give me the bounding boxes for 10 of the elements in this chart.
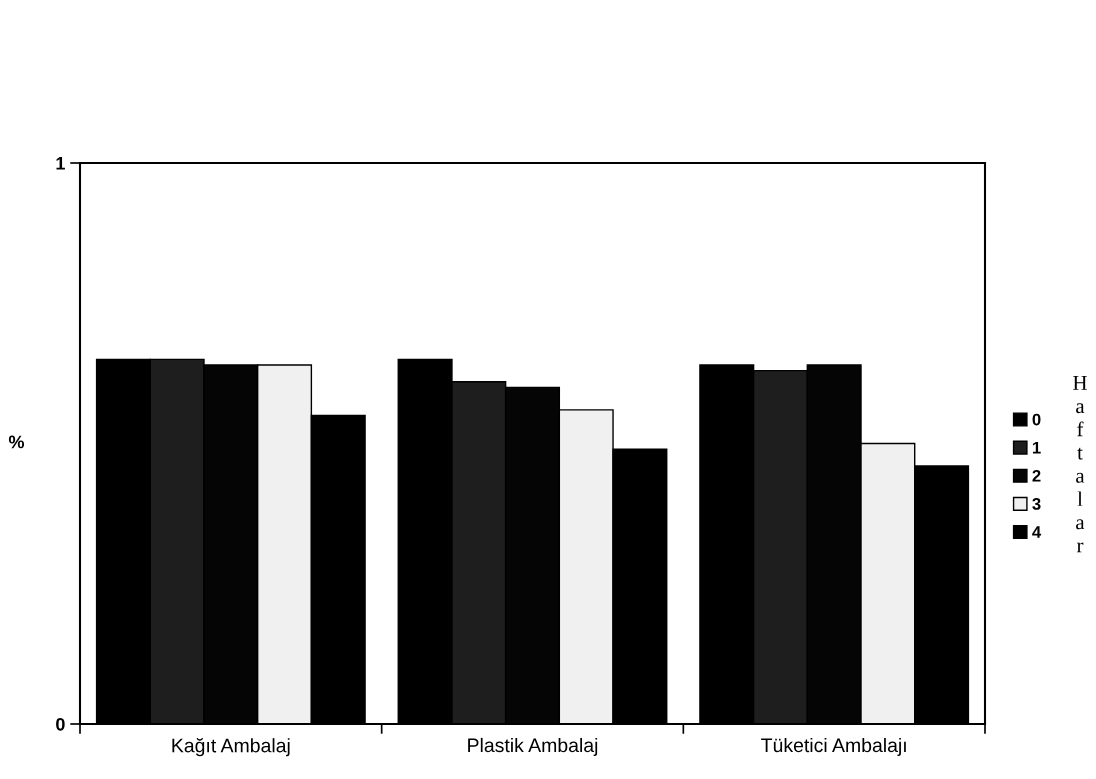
x-tick-label: Tüketici Ambalajı bbox=[761, 737, 906, 757]
y-axis-title: % bbox=[8, 435, 25, 449]
legend-label: 4 bbox=[1032, 526, 1042, 538]
x-tick-label: Kağıt Ambalaj bbox=[172, 737, 290, 757]
x-tick-label: Plastik Ambalaj bbox=[468, 737, 598, 757]
legend-label: 1 bbox=[1032, 441, 1041, 454]
legend-label: 0 bbox=[1032, 413, 1041, 426]
legend-label: 3 bbox=[1032, 498, 1041, 510]
legend-title: Haftalar bbox=[1073, 376, 1087, 553]
legend-label: 2 bbox=[1032, 469, 1041, 482]
